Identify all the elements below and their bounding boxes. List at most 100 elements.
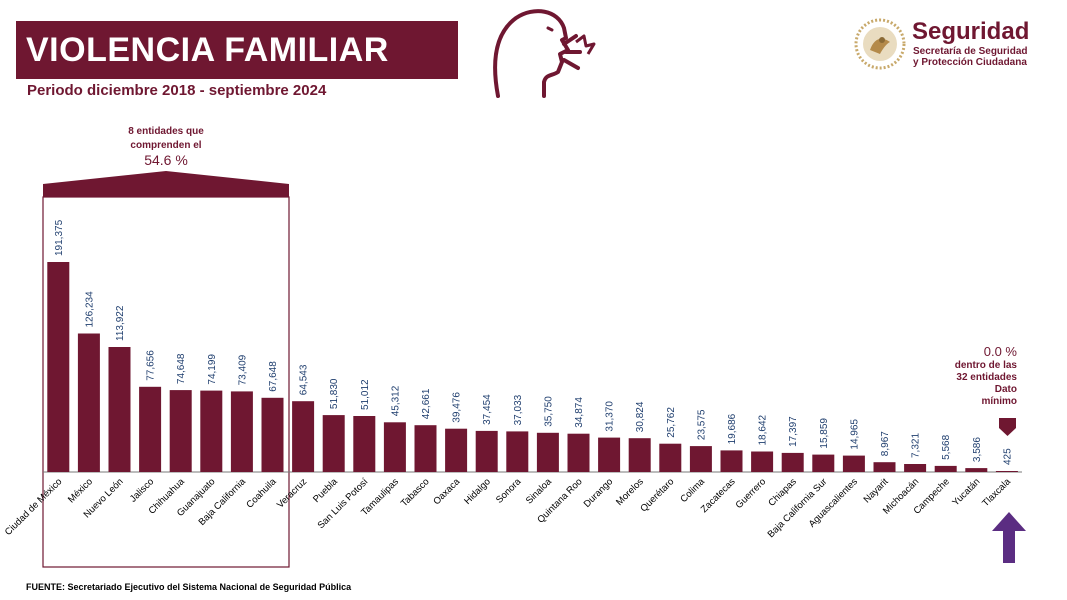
category-label: Yucatán [950, 476, 982, 508]
person-shouting-icon [493, 9, 596, 98]
bar-27 [873, 462, 896, 472]
bar-31 [995, 471, 1018, 472]
page-title: VIOLENCIA FAMILIAR [16, 21, 458, 79]
bar-4 [169, 390, 192, 472]
value-label: 113,922 [115, 305, 126, 341]
category-label: Hidalgo [462, 476, 493, 507]
value-label: 126,234 [84, 291, 95, 328]
bar-25 [812, 454, 835, 472]
bar-12 [414, 425, 437, 472]
bar-24 [781, 452, 804, 472]
value-label: 3,586 [972, 437, 983, 462]
bar-28 [904, 464, 927, 472]
bar-11 [383, 422, 406, 472]
top8-annotation-percent: 54.6 % [144, 152, 188, 168]
bar-8 [292, 401, 315, 472]
bar-3 [139, 386, 162, 472]
value-label: 17,397 [788, 416, 799, 447]
value-label: 8,967 [880, 431, 891, 456]
bar-9 [322, 415, 345, 472]
value-label: 37,454 [482, 394, 493, 425]
value-label: 14,965 [849, 419, 860, 450]
logo-subtitle-line1: Secretaría de Seguridad [913, 46, 1028, 57]
bar-7 [261, 397, 284, 472]
category-label: Querétaro [638, 476, 676, 514]
min-marker-icon [999, 418, 1016, 436]
value-label: 31,370 [605, 401, 616, 432]
category-label: Colima [678, 476, 707, 505]
top8-annotation-line1: 8 entidades que [128, 126, 204, 137]
min-annotation-line3: Dato [995, 384, 1017, 395]
category-label: Sonora [494, 476, 524, 506]
category-label: Tlaxcala [980, 476, 1013, 509]
value-label: 77,656 [146, 350, 157, 381]
value-label: 74,199 [207, 354, 218, 385]
logo-subtitle-line2: y Protección Ciudadana [913, 57, 1027, 68]
bar-5 [200, 390, 223, 472]
category-label: Oaxaca [431, 476, 462, 507]
value-label: 64,543 [299, 364, 310, 395]
logo [852, 16, 1052, 76]
bar-20 [659, 443, 682, 472]
value-label: 37,033 [513, 394, 524, 425]
bar-29 [934, 465, 957, 472]
value-label: 67,648 [268, 361, 279, 392]
category-label: Puebla [311, 476, 340, 505]
bar-22 [720, 450, 743, 472]
bar-1 [77, 333, 100, 472]
value-label: 18,642 [758, 414, 769, 445]
category-label: Veracruz [275, 476, 309, 510]
value-label: 19,686 [727, 413, 738, 444]
value-label: 73,409 [237, 354, 248, 385]
value-label: 15,859 [819, 418, 830, 449]
category-label: Guerrero [734, 476, 769, 511]
bars-group: 191,375 Ciudad de México 126,234 México 113,… [3, 219, 1018, 540]
bar-23 [751, 451, 774, 472]
category-label: Tabasco [399, 476, 432, 509]
value-label: 7,321 [911, 433, 922, 458]
bar-14 [475, 430, 498, 472]
category-label: Ciudad de México [3, 476, 65, 538]
logo-title: Seguridad [912, 18, 1030, 45]
category-label: Durango [582, 476, 616, 510]
bar-2 [108, 347, 131, 472]
value-label: 191,375 [54, 219, 65, 256]
value-label: 23,575 [696, 409, 707, 440]
value-label: 51,012 [360, 379, 371, 410]
source-footnote: FUENTE: Secretariado Ejecutivo del Siste… [26, 582, 352, 592]
bar-10 [353, 416, 376, 472]
bar-19 [628, 438, 651, 472]
value-label: 74,648 [176, 353, 187, 384]
category-label: Nayarit [862, 476, 891, 505]
min-annotation-line2: 32 entidades [956, 372, 1017, 383]
top8-bracket-roof [43, 171, 289, 197]
up-arrow-icon [992, 512, 1026, 563]
min-annotation-line1: dentro de las [955, 360, 1018, 371]
value-label: 425 [1002, 448, 1013, 465]
min-annotation-line4: mínimo [981, 396, 1017, 407]
value-label: 30,824 [635, 401, 646, 432]
category-label: Jalisco [128, 476, 156, 504]
value-label: 5,568 [941, 434, 952, 459]
bar-26 [842, 455, 865, 472]
bar-6 [230, 391, 253, 472]
value-label: 51,830 [329, 378, 340, 409]
bar-13 [445, 428, 468, 472]
bar-17 [567, 433, 590, 472]
value-label: 45,312 [390, 385, 401, 416]
value-label: 42,661 [421, 388, 432, 419]
value-label: 25,762 [666, 407, 677, 438]
bar-15 [506, 431, 529, 472]
min-annotation-percent: 0.0 % [984, 344, 1018, 359]
value-label: 34,874 [574, 397, 585, 428]
page-subtitle: Periodo diciembre 2018 - septiembre 2024 [27, 82, 327, 99]
category-label: México [66, 476, 95, 505]
mexican-coat-of-arms-seal [854, 18, 906, 70]
value-label: 39,476 [452, 392, 463, 423]
top8-annotation-line2: comprenden el [130, 140, 201, 151]
bar-18 [598, 437, 621, 472]
bar-0 [47, 262, 70, 472]
bar-16 [536, 432, 559, 472]
category-label: Coahuila [244, 476, 279, 511]
